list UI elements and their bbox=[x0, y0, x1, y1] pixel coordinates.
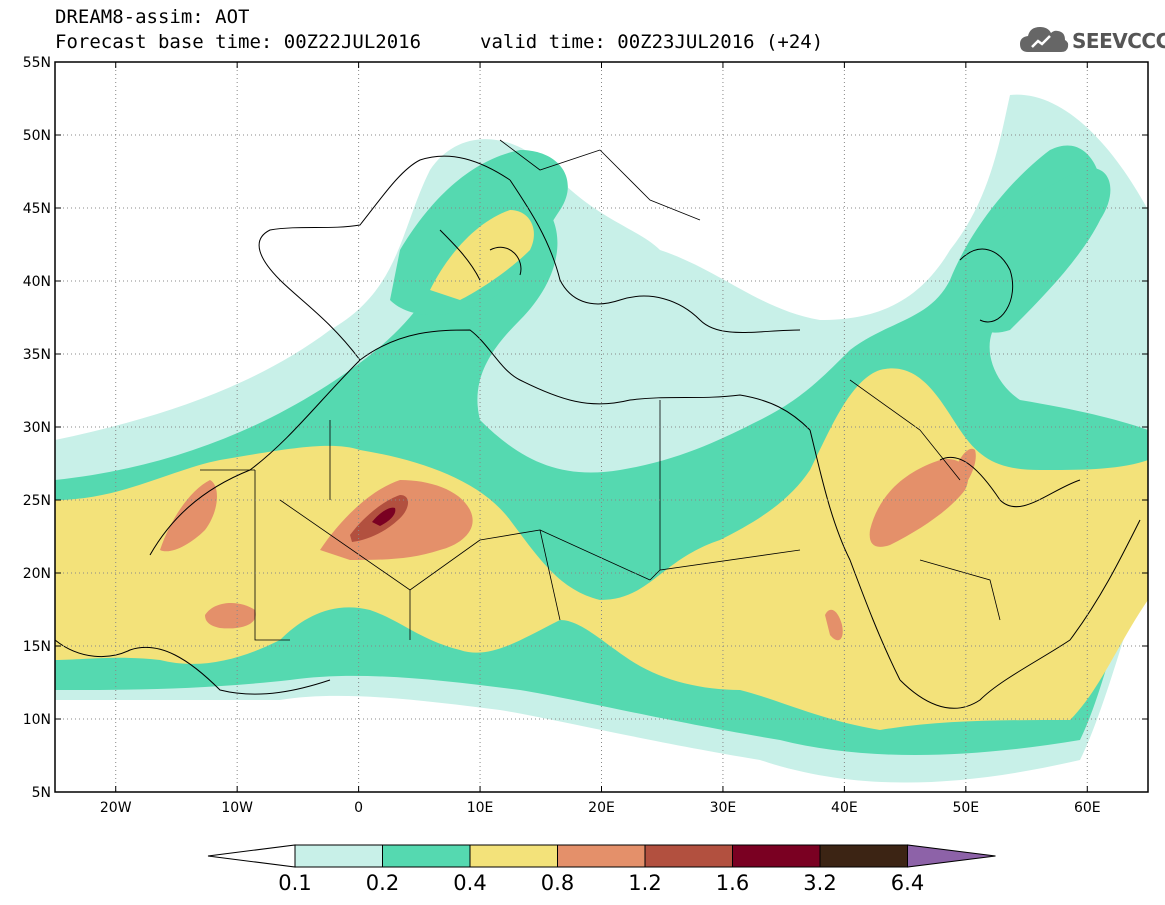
aot-band-0.4 bbox=[55, 368, 1148, 730]
colorbar-label: 0.8 bbox=[541, 871, 574, 895]
lon-label: 40E bbox=[831, 800, 858, 816]
lon-label: 0 bbox=[354, 800, 363, 816]
aot-patch-arabia bbox=[869, 459, 969, 547]
colorbar-label: 6.4 bbox=[891, 871, 924, 895]
map-title: DREAM8-assim: AOT bbox=[55, 6, 250, 28]
lat-label: 35N bbox=[23, 347, 51, 363]
lon-label: 20W bbox=[100, 800, 132, 816]
colorbar-swatch bbox=[819, 844, 908, 868]
colorbar-swatch bbox=[382, 844, 471, 868]
lat-label: 40N bbox=[23, 274, 51, 290]
colorbar-label: 1.6 bbox=[716, 871, 749, 895]
aot-patch-algeria-peak bbox=[372, 507, 396, 526]
colorbar-swatch bbox=[644, 844, 733, 868]
colorbar-label: 1.2 bbox=[628, 871, 661, 895]
lon-label: 50E bbox=[952, 800, 979, 816]
aot-patch-mauritania bbox=[160, 480, 217, 552]
lat-label: 20N bbox=[23, 566, 51, 582]
lon-label: 60E bbox=[1074, 800, 1101, 816]
lat-label: 55N bbox=[23, 55, 51, 71]
aot-patch-caspian bbox=[960, 168, 1111, 333]
colorbar-swatch bbox=[294, 844, 383, 868]
colorbar-swatch bbox=[557, 844, 646, 868]
axis-ticks bbox=[55, 61, 1148, 793]
lon-label: 10W bbox=[221, 800, 253, 816]
colorbar: 0.1 0.2 0.4 0.8 1.2 1.6 3.2 6.4 bbox=[207, 844, 996, 895]
aot-patch-sudan bbox=[825, 609, 843, 641]
valid-time: valid time: 00Z23JUL2016 (+24) bbox=[480, 31, 824, 53]
lat-label: 30N bbox=[23, 420, 51, 436]
colorbar-right-arrow bbox=[907, 844, 996, 868]
colorbar-label: 0.2 bbox=[366, 871, 399, 895]
lat-label: 50N bbox=[23, 128, 51, 144]
colorbar-swatch bbox=[732, 844, 821, 868]
colorbar-label: 0.1 bbox=[278, 871, 311, 895]
cloud-icon bbox=[1020, 27, 1069, 52]
graticule bbox=[55, 62, 1148, 792]
colorbar-swatch bbox=[469, 844, 558, 868]
colorbar-left-arrow bbox=[207, 844, 296, 868]
coastlines bbox=[55, 155, 1141, 709]
colorbar-label: 3.2 bbox=[803, 871, 836, 895]
country-borders bbox=[200, 139, 1001, 641]
lon-label: 30E bbox=[710, 800, 737, 816]
lat-labels: 55N 50N 45N 40N 35N 30N 25N 20N 15N 10N 5N bbox=[23, 55, 51, 801]
logo-text: SEEVCCC bbox=[1072, 29, 1165, 53]
lon-labels: 20W 10W 0 10E 20E 30E 40E 50E 60E bbox=[100, 800, 1101, 816]
aot-patch-mali bbox=[205, 603, 256, 629]
lon-label: 10E bbox=[467, 800, 494, 816]
lat-label: 45N bbox=[23, 201, 51, 217]
colorbar-label: 0.4 bbox=[453, 871, 486, 895]
lat-label: 5N bbox=[32, 785, 51, 801]
lon-label: 20E bbox=[588, 800, 615, 816]
aot-patch-italy-yellow bbox=[430, 210, 534, 300]
lat-label: 15N bbox=[23, 639, 51, 655]
forecast-base-time: Forecast base time: 00Z22JUL2016 bbox=[55, 31, 422, 53]
lat-label: 10N bbox=[23, 712, 51, 728]
lat-label: 25N bbox=[23, 493, 51, 509]
seevccc-logo: SEEVCCC bbox=[1018, 22, 1165, 58]
